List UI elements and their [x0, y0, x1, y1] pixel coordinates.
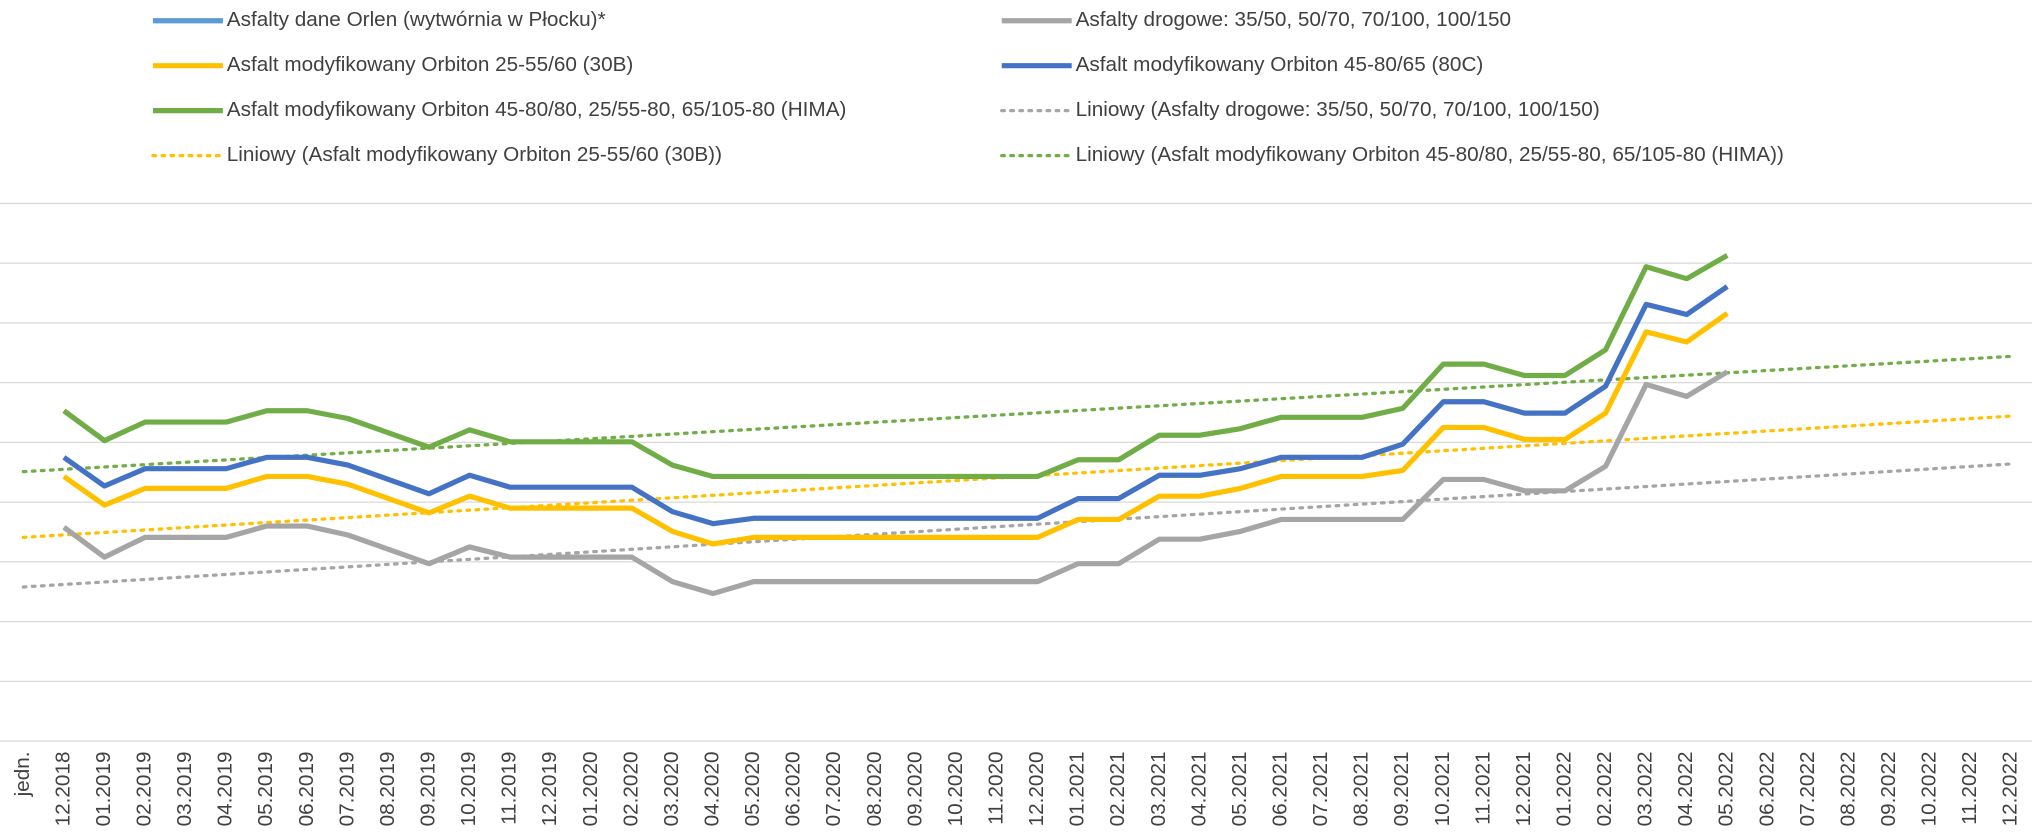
series-line — [62, 253, 1729, 480]
x-tick-label: 11.2020 — [984, 751, 1007, 824]
x-tick-label: 06.2022 — [1755, 751, 1778, 826]
x-tick-label: 01.2019 — [92, 751, 115, 826]
legend-label: Asfalt modyfikowany Orbiton 45-80/80, 25… — [227, 98, 847, 121]
x-tick-label: 08.2019 — [376, 751, 399, 826]
x-tick-label: 07.2020 — [822, 751, 845, 826]
legend-label: Liniowy (Asfalt modyfikowany Orbiton 45-… — [1076, 143, 1784, 166]
x-tick-label: 07.2019 — [335, 751, 358, 826]
x-tick-label: 12.2022 — [1999, 751, 2022, 826]
x-tick-label: 11.2019 — [498, 751, 521, 824]
trend-line — [21, 354, 2013, 474]
x-tick-label: 10.2020 — [944, 751, 967, 826]
legend-label: Asfalty dane Orlen (wytwórnia w Płocku)* — [227, 8, 606, 31]
x-tick-label: 03.2021 — [1147, 751, 1170, 826]
x-tick-label: 02.2020 — [619, 751, 642, 826]
x-tick-label: 03.2022 — [1634, 751, 1657, 826]
legend-label: Asfalt modyfikowany Orbiton 45-80/65 (80… — [1076, 53, 1484, 76]
legend-label: Asfalty drogowe: 35/50, 50/70, 70/100, 1… — [1076, 8, 1511, 31]
x-tick-label: 08.2020 — [863, 751, 886, 826]
x-tick-label: 09.2022 — [1877, 751, 1900, 826]
x-tick-label: 11.2022 — [1958, 751, 1981, 824]
x-tick-label: 02.2022 — [1593, 751, 1616, 826]
x-tick-label: jedn. — [11, 751, 34, 797]
x-tick-label: 10.2019 — [457, 751, 480, 826]
x-tick-label: 06.2019 — [295, 751, 318, 826]
x-tick-label: 12.2018 — [51, 751, 74, 826]
x-tick-label: 01.2022 — [1552, 751, 1575, 826]
x-tick-label: 07.2022 — [1796, 751, 1819, 826]
legend-label: Asfalt modyfikowany Orbiton 25-55/60 (30… — [227, 53, 634, 76]
x-tick-label: 06.2020 — [782, 751, 805, 826]
x-tick-label: 12.2021 — [1512, 751, 1535, 826]
legend-label: Liniowy (Asfalty drogowe: 35/50, 50/70, … — [1076, 98, 1600, 121]
x-tick-label: 05.2021 — [1228, 751, 1251, 826]
x-tick-label: 01.2021 — [1066, 751, 1089, 826]
series-line — [62, 369, 1729, 597]
x-tick-label: 09.2020 — [903, 751, 926, 826]
x-tick-label: 02.2021 — [1106, 751, 1129, 826]
x-tick-label: 07.2021 — [1309, 751, 1332, 826]
legend-label: Liniowy (Asfalt modyfikowany Orbiton 25-… — [227, 143, 722, 166]
x-tick-label: 12.2019 — [538, 751, 561, 826]
x-tick-label: 03.2019 — [173, 751, 196, 826]
x-tick-label: 11.2021 — [1471, 751, 1494, 824]
trend-line — [21, 462, 2013, 589]
series-line — [62, 311, 1729, 547]
x-tick-label: 08.2021 — [1350, 751, 1373, 826]
x-tick-label: 02.2019 — [133, 751, 156, 826]
x-tick-label: 04.2019 — [214, 751, 237, 826]
x-tick-label: 05.2020 — [741, 751, 764, 826]
x-tick-label: 01.2020 — [579, 751, 602, 826]
series-line — [62, 284, 1729, 527]
x-tick-label: 12.2020 — [1025, 751, 1048, 826]
x-tick-label: 05.2019 — [254, 751, 277, 826]
x-tick-label: 08.2022 — [1836, 751, 1859, 826]
x-tick-label: 10.2021 — [1431, 751, 1454, 826]
x-tick-label: 05.2022 — [1715, 751, 1738, 826]
x-tick-label: 03.2020 — [660, 751, 683, 826]
x-tick-label: 10.2022 — [1918, 751, 1941, 826]
x-tick-label: 09.2021 — [1390, 751, 1413, 826]
x-tick-label: 06.2021 — [1268, 751, 1291, 826]
x-tick-label: 04.2021 — [1187, 751, 1210, 826]
trend-line — [21, 414, 2013, 540]
x-tick-label: 04.2022 — [1674, 751, 1697, 826]
x-tick-label: 04.2020 — [700, 751, 723, 826]
x-tick-label: 09.2019 — [416, 751, 439, 826]
